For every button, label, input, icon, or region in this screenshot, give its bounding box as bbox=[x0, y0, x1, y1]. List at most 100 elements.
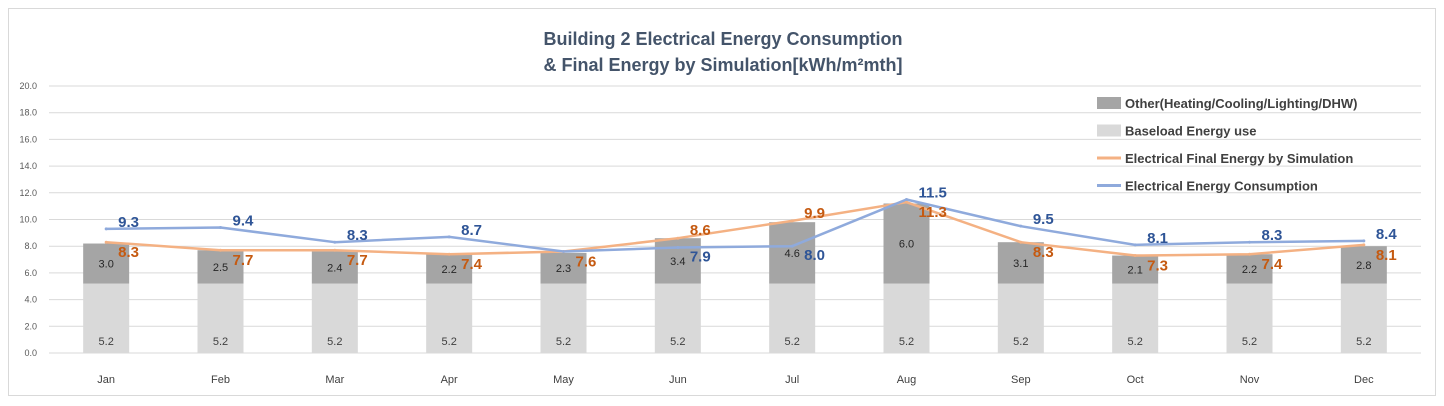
bar-other bbox=[540, 252, 587, 284]
bar-other bbox=[197, 250, 244, 284]
bar-other bbox=[1340, 246, 1387, 284]
bar-baseload bbox=[197, 283, 244, 353]
bar-label-other: 2.1 bbox=[1128, 265, 1143, 277]
x-tick-label: Sep bbox=[1011, 374, 1031, 386]
point-consumption bbox=[676, 246, 680, 250]
chart-title-line2: & Final Energy by Simulation[kWh/m²mth] bbox=[543, 55, 902, 75]
bar-label-baseload: 5.2 bbox=[1242, 336, 1257, 348]
line-simulation bbox=[106, 200, 1364, 257]
point-simulation bbox=[905, 200, 908, 204]
data-label-simulation: 7.4 bbox=[1262, 256, 1284, 273]
y-tick-label: 18.0 bbox=[19, 108, 37, 118]
data-label-consumption: 8.7 bbox=[461, 222, 482, 239]
chart-frame: Building 2 Electrical Energy Consumption… bbox=[8, 8, 1436, 396]
legend-label: Electrical Final Energy by Simulation bbox=[1125, 151, 1353, 166]
bar-label-other: 2.4 bbox=[327, 263, 342, 275]
point-consumption bbox=[1248, 240, 1251, 244]
bar-label-other: 6.0 bbox=[899, 239, 914, 251]
point-consumption bbox=[333, 240, 337, 244]
bar-label-baseload: 5.2 bbox=[327, 336, 342, 348]
y-tick-label: 12.0 bbox=[19, 188, 37, 198]
bar-label-baseload: 5.2 bbox=[1013, 336, 1028, 348]
y-tick-label: 4.0 bbox=[24, 295, 37, 305]
point-consumption bbox=[1362, 239, 1366, 243]
legend-swatch-baseload bbox=[1097, 124, 1121, 137]
data-label-simulation: 7.4 bbox=[461, 256, 483, 273]
point-consumption bbox=[219, 226, 222, 230]
x-tick-label: Oct bbox=[1127, 374, 1144, 386]
bar-label-baseload: 5.2 bbox=[899, 336, 914, 348]
stacked-bars: 5.2 3.0 5.2 2.5 5.2 2.4 5.2 2.2 5.2 2.3 5.2 3.4 5.2 4… bbox=[83, 203, 1387, 353]
x-tick-label: Jul bbox=[785, 374, 799, 386]
x-tick-label: Aug bbox=[897, 374, 917, 386]
x-tick-label: Mar bbox=[325, 374, 344, 386]
legend: Other(Heating/Cooling/Lighting/DHW) Basel… bbox=[1097, 96, 1358, 194]
bar-label-baseload: 5.2 bbox=[442, 336, 457, 348]
y-tick-label: 10.0 bbox=[19, 215, 37, 225]
bar-other bbox=[83, 243, 130, 284]
x-axis: Jan Feb Mar Apr May Jun Jul Aug Sep Oct Nov Dec bbox=[97, 374, 1374, 386]
point-simulation bbox=[676, 236, 680, 240]
bar-other bbox=[1112, 255, 1159, 284]
bar-baseload bbox=[426, 283, 473, 353]
bar-label-other: 3.4 bbox=[670, 256, 685, 268]
bar-other bbox=[311, 251, 358, 284]
bar-baseload bbox=[1340, 283, 1387, 353]
point-simulation bbox=[790, 219, 794, 223]
y-tick-label: 0.0 bbox=[24, 348, 37, 358]
point-simulation bbox=[1248, 252, 1251, 256]
point-consumption bbox=[1133, 243, 1137, 247]
point-simulation bbox=[1019, 240, 1023, 244]
data-label-simulation: 11.3 bbox=[919, 204, 947, 221]
bar-baseload bbox=[540, 283, 587, 353]
bar-baseload bbox=[654, 283, 701, 353]
bar-label-other: 2.3 bbox=[556, 263, 571, 275]
data-label-consumption: 11.5 bbox=[919, 184, 947, 201]
point-consumption bbox=[790, 244, 794, 248]
data-label-simulation: 8.3 bbox=[118, 244, 139, 261]
bar-label-baseload: 5.2 bbox=[556, 336, 571, 348]
point-simulation bbox=[219, 248, 222, 252]
point-simulation bbox=[1362, 243, 1366, 247]
point-simulation bbox=[104, 240, 108, 244]
bar-baseload bbox=[311, 283, 358, 353]
data-label-consumption: 7.9 bbox=[690, 249, 711, 266]
bar-baseload bbox=[997, 283, 1044, 353]
y-axis: 0.0 2.0 4.0 6.0 8.0 10.0 12.0 14.0 16.0 18.0 20.0 bbox=[19, 81, 37, 358]
bar-label-baseload: 5.2 bbox=[1128, 336, 1143, 348]
bar-other bbox=[654, 238, 701, 284]
bar-other bbox=[997, 242, 1044, 284]
data-label-simulation: 8.1 bbox=[1376, 247, 1397, 264]
x-tick-label: Dec bbox=[1354, 374, 1374, 386]
point-consumption bbox=[447, 235, 451, 239]
data-label-consumption: 8.3 bbox=[347, 227, 368, 244]
data-label-consumption: 9.3 bbox=[118, 214, 139, 231]
legend-swatch-other bbox=[1097, 97, 1121, 109]
y-tick-label: 2.0 bbox=[24, 321, 37, 331]
bar-label-baseload: 5.2 bbox=[99, 336, 114, 348]
chart-title-line1: Building 2 Electrical Energy Consumption bbox=[543, 29, 902, 49]
bar-label-baseload: 5.2 bbox=[670, 336, 685, 348]
bar-baseload bbox=[769, 283, 816, 353]
y-tick-label: 16.0 bbox=[19, 134, 37, 144]
legend-label: Baseload Energy use bbox=[1125, 124, 1257, 139]
bar-label-baseload: 5.2 bbox=[1356, 336, 1371, 348]
bar-baseload bbox=[1112, 283, 1159, 353]
point-simulation bbox=[447, 252, 451, 256]
x-tick-label: Nov bbox=[1240, 374, 1260, 386]
data-label-simulation: 7.7 bbox=[233, 252, 254, 269]
bar-label-other: 2.5 bbox=[213, 262, 228, 274]
bar-other bbox=[769, 222, 816, 284]
bar-label-other: 4.6 bbox=[785, 248, 800, 260]
series-lines: 8.3 9.3 7.7 9.4 7.7 8.3 7.4 8.7 7.6 8.6 7.9 9.9 8.0 1… bbox=[104, 184, 1397, 275]
y-tick-label: 14.0 bbox=[19, 161, 37, 171]
bar-other bbox=[426, 254, 473, 284]
bar-baseload bbox=[1226, 283, 1273, 353]
chart-svg: Building 2 Electrical Energy Consumption… bbox=[19, 29, 1421, 386]
y-tick-label: 8.0 bbox=[24, 241, 37, 251]
data-label-consumption: 8.3 bbox=[1262, 227, 1283, 244]
point-simulation bbox=[1133, 254, 1137, 258]
bar-baseload bbox=[883, 283, 930, 353]
data-label-simulation: 7.6 bbox=[576, 254, 597, 271]
bar-label-baseload: 5.2 bbox=[785, 336, 800, 348]
